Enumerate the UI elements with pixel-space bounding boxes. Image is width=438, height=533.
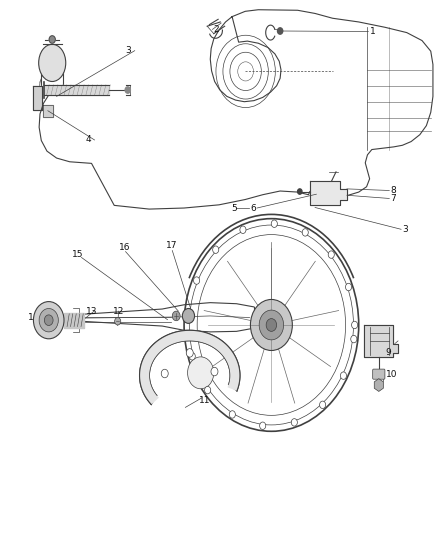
Polygon shape: [42, 105, 53, 117]
Circle shape: [346, 284, 352, 290]
Circle shape: [271, 220, 277, 228]
Polygon shape: [310, 181, 347, 205]
Circle shape: [297, 189, 302, 194]
Circle shape: [185, 314, 191, 321]
Circle shape: [320, 401, 326, 408]
Circle shape: [291, 418, 297, 426]
Circle shape: [229, 411, 235, 418]
Circle shape: [211, 367, 218, 376]
Circle shape: [251, 300, 292, 351]
Circle shape: [260, 422, 266, 430]
Circle shape: [49, 36, 55, 43]
Circle shape: [352, 321, 358, 329]
Circle shape: [259, 310, 284, 340]
Text: 2: 2: [214, 25, 219, 34]
Text: 1: 1: [370, 27, 375, 36]
Circle shape: [186, 349, 193, 357]
Circle shape: [39, 309, 58, 332]
Circle shape: [213, 246, 219, 253]
Text: 10: 10: [386, 370, 397, 379]
Circle shape: [161, 369, 168, 378]
Text: 16: 16: [119, 243, 131, 252]
Polygon shape: [33, 86, 42, 110]
Circle shape: [340, 372, 346, 379]
Circle shape: [328, 251, 334, 259]
Text: 13: 13: [86, 306, 98, 316]
Circle shape: [115, 318, 121, 325]
Text: 7: 7: [391, 194, 396, 203]
Circle shape: [194, 277, 200, 284]
Text: 12: 12: [113, 306, 125, 316]
Text: 9: 9: [386, 348, 392, 357]
Ellipse shape: [39, 44, 66, 82]
Circle shape: [205, 386, 211, 394]
Circle shape: [189, 352, 195, 360]
Text: 5: 5: [231, 204, 237, 213]
Text: 15: 15: [72, 251, 83, 260]
Text: 6: 6: [251, 204, 256, 213]
Polygon shape: [64, 313, 84, 328]
Text: 8: 8: [391, 186, 396, 195]
Text: 11: 11: [198, 396, 210, 405]
Circle shape: [44, 315, 53, 326]
Circle shape: [182, 309, 194, 324]
Circle shape: [187, 357, 214, 389]
Polygon shape: [44, 85, 109, 95]
Polygon shape: [364, 325, 398, 357]
Circle shape: [33, 302, 64, 339]
Text: 3: 3: [125, 46, 131, 55]
Polygon shape: [140, 330, 240, 405]
Text: 3: 3: [403, 225, 408, 234]
Circle shape: [125, 87, 131, 93]
Text: 4: 4: [86, 135, 92, 144]
Circle shape: [172, 311, 180, 321]
Circle shape: [266, 319, 277, 332]
Circle shape: [240, 226, 246, 233]
Circle shape: [278, 28, 283, 34]
Text: 14: 14: [28, 313, 39, 322]
Circle shape: [302, 229, 308, 236]
FancyBboxPatch shape: [373, 369, 385, 379]
Text: 17: 17: [166, 241, 177, 250]
Circle shape: [351, 335, 357, 343]
